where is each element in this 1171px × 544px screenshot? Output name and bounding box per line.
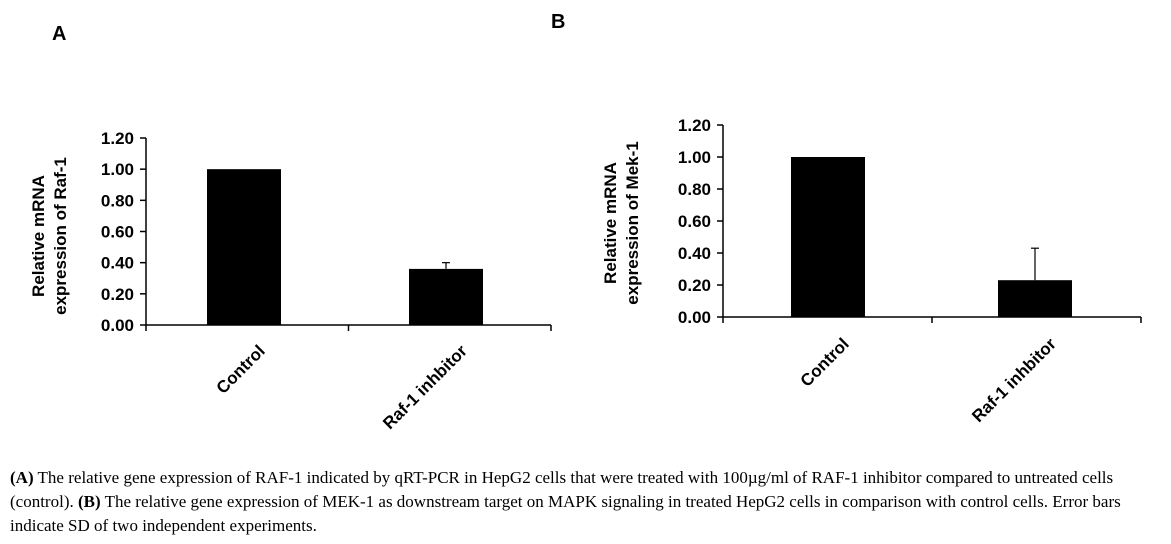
bar-0 xyxy=(207,169,281,325)
x-categories-a: Control Raf-1 inhbitor xyxy=(213,341,471,433)
y-tick-label: 1.20 xyxy=(678,116,711,135)
chart-panel-b: B Relative mRNA expression of Mek-1 0.00… xyxy=(551,11,1142,426)
y-tick-label: 1.00 xyxy=(678,148,711,167)
figure-panels: A Relative mRNA expression of Raf-1 0.00… xyxy=(29,11,1142,433)
y-tick-label: 0.80 xyxy=(101,191,134,210)
figure-caption: (A) The relative gene expression of RAF-… xyxy=(10,466,1162,538)
caption-text-b: The relative gene expression of MEK-1 as… xyxy=(10,492,1121,535)
y-tick-label: 0.20 xyxy=(101,285,134,304)
x-category-label: Control xyxy=(213,341,269,397)
y-tick-label: 1.00 xyxy=(101,160,134,179)
bar-0 xyxy=(791,157,865,317)
chart-panel-a: A Relative mRNA expression of Raf-1 0.00… xyxy=(29,23,552,433)
y-tick-label: 0.00 xyxy=(101,316,134,335)
x-category-label: Raf-1 inhbitor xyxy=(379,341,471,433)
y-axis-label-line2-a: expression of Raf-1 xyxy=(51,157,70,315)
y-tick-label: 0.40 xyxy=(678,244,711,263)
y-tick-label: 0.00 xyxy=(678,308,711,327)
y-tick-label: 0.60 xyxy=(101,223,134,242)
y-tick-label: 0.60 xyxy=(678,212,711,231)
x-category-label: Raf-1 inhbitor xyxy=(968,334,1060,426)
y-ticks-a: 0.00 0.20 0.40 0.60 0.80 1.00 1.20 xyxy=(101,129,552,335)
bar-1 xyxy=(409,268,483,325)
bars-b xyxy=(791,157,1072,317)
y-axis-label-line1-b: Relative mRNA xyxy=(601,162,620,284)
y-tick-label: 1.20 xyxy=(101,129,134,148)
y-ticks-b: 0.00 0.20 0.40 0.60 0.80 1.00 1.20 xyxy=(678,116,1142,327)
caption-label-a: (A) xyxy=(10,468,34,487)
y-tick-label: 0.80 xyxy=(678,180,711,199)
bar-1 xyxy=(998,280,1072,317)
caption-text-a: The relative gene expression of RAF-1 in… xyxy=(10,468,1114,511)
x-category-label: Control xyxy=(797,334,853,390)
bars-a xyxy=(207,169,483,325)
y-axis-label-line2-b: expression of Mek-1 xyxy=(623,141,642,304)
caption-label-b: (B) xyxy=(77,492,101,511)
y-tick-label: 0.40 xyxy=(101,254,134,273)
panel-label-b: B xyxy=(551,11,565,33)
x-categories-b: Control Raf-1 inhbitor xyxy=(797,334,1060,426)
y-axis-label-line1-a: Relative mRNA xyxy=(29,175,48,297)
panel-label-a: A xyxy=(52,23,66,45)
y-tick-label: 0.20 xyxy=(678,276,711,295)
